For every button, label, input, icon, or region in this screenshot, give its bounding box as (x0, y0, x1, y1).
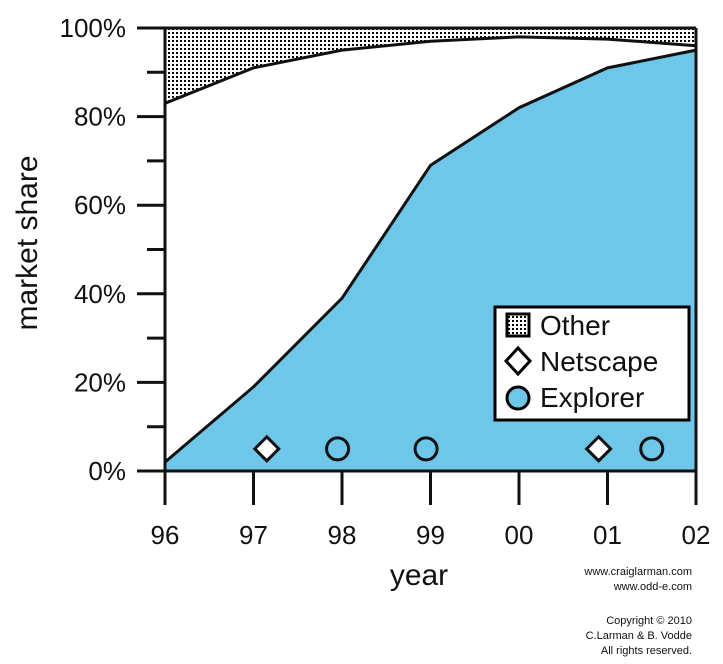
x-axis-title: year (390, 559, 448, 592)
legend-label-explorer: Explorer (540, 382, 644, 413)
x-tick-label: 98 (328, 520, 357, 550)
x-tick-label: 96 (151, 520, 180, 550)
x-tick-label: 00 (505, 520, 534, 550)
netscape-release-marker (252, 434, 281, 463)
line-explorer-top (164, 48, 697, 464)
area-other (165, 28, 696, 104)
y-tick-label: 100% (60, 13, 127, 43)
tick-labels: 0% 20% 40% 60% 80% 100% 96 97 98 99 00 01 02 (60, 13, 711, 550)
legend-swatch-explorer (505, 385, 531, 411)
x-tick-label: 97 (239, 520, 268, 550)
y-axis-title: market share (11, 155, 44, 330)
legend-swatch-netscape (503, 345, 533, 377)
legend-label-other: Other (540, 310, 610, 341)
x-tick-label: 02 (682, 520, 711, 550)
y-tick-label: 0% (88, 456, 126, 486)
authors-line: C.Larman & B. Vodde (585, 630, 692, 642)
axes (137, 26, 698, 505)
rights-line: All rights reserved. (600, 645, 692, 657)
y-tick-label: 80% (74, 102, 126, 132)
explorer-release-marker (325, 436, 351, 462)
legend-swatch-other (505, 312, 531, 338)
y-tick-label: 20% (74, 367, 126, 397)
x-tick-label: 99 (416, 520, 445, 550)
marker-layer (252, 434, 665, 463)
legend: Other Netscape Explorer (493, 305, 691, 422)
credit-copyright: Copyright © 2010 C.Larman & B. Vodde All… (520, 614, 692, 659)
x-tick-label: 01 (593, 520, 622, 550)
credit-websites: www.craiglarman.com www.odd-e.com (520, 565, 692, 595)
explorer-release-marker (639, 436, 665, 462)
copyright-line: Copyright © 2010 (606, 615, 692, 627)
area-netscape (165, 36, 696, 463)
y-tick-label: 60% (74, 190, 126, 220)
credit-site-craiglarman: www.craiglarman.com (584, 566, 692, 578)
netscape-release-marker (584, 434, 613, 463)
explorer-release-marker (413, 436, 439, 462)
credit-site-odd-e: www.odd-e.com (613, 581, 692, 593)
legend-label-netscape: Netscape (540, 346, 658, 377)
line-netscape-top (164, 35, 697, 105)
y-tick-label: 40% (74, 279, 126, 309)
